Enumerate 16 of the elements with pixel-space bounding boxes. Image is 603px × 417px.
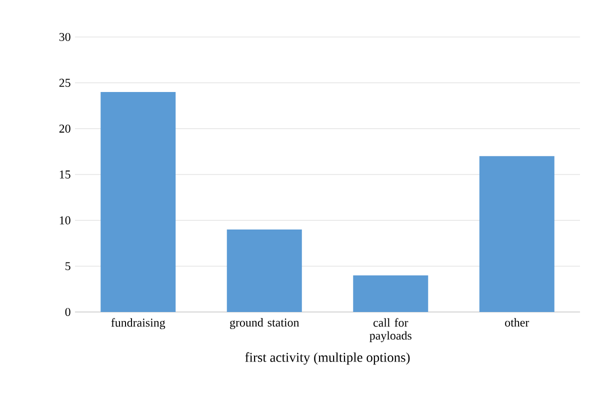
y-tick-label: 20 — [59, 124, 70, 133]
y-tick-label: 10 — [60, 216, 70, 224]
bar — [353, 275, 428, 312]
x-tick-label: fundraising — [111, 318, 166, 330]
y-tick-label: 5 — [66, 262, 70, 270]
y-tick-label: 15 — [60, 170, 70, 178]
bar — [479, 156, 554, 312]
y-tick-label: 30 — [59, 32, 70, 42]
y-tick-label: 25 — [59, 78, 70, 87]
y-tick-label: 0 — [65, 308, 70, 316]
x-tick-label: call for payloads — [370, 318, 412, 342]
x-tick-label: other — [505, 318, 530, 327]
bar — [226, 230, 302, 312]
bar — [100, 92, 176, 312]
x-tick-label: ground station — [230, 318, 300, 330]
x-axis-title: first activity (multiple options) — [245, 352, 410, 365]
